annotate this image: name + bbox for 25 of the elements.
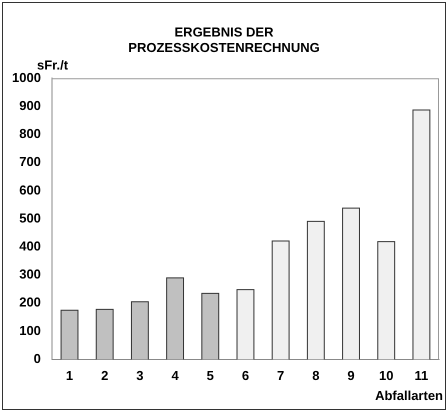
y-axis-title: sFr./t <box>37 57 69 72</box>
y-tick-label: 400 <box>19 238 41 254</box>
y-tick-label: 0 <box>34 350 41 366</box>
x-tick-label: 4 <box>171 368 180 383</box>
x-tick-label: 2 <box>101 368 108 383</box>
x-tick-label: 3 <box>136 368 144 383</box>
x-tick-label: 9 <box>347 368 355 383</box>
y-tick-label: 800 <box>19 126 41 142</box>
x-tick-label: 8 <box>312 368 320 383</box>
x-tick-label: 5 <box>206 368 214 383</box>
x-tick-label: 1 <box>66 368 74 383</box>
y-tick-label: 1000 <box>12 70 41 85</box>
x-tick-label: 6 <box>242 368 250 383</box>
x-axis-title: Abfallarten <box>375 388 444 404</box>
y-tick-label: 500 <box>19 210 41 226</box>
y-tick-label: 900 <box>19 98 41 113</box>
x-tick-label: 10 <box>378 368 394 383</box>
y-tick-label: 200 <box>19 294 41 310</box>
y-tick-label: 600 <box>19 182 41 198</box>
x-tick-label: 11 <box>414 368 428 383</box>
y-tick-label: 300 <box>19 266 41 282</box>
chart-title: ERGEBNIS DER PROZESSKOSTENRECHNUNG <box>128 24 320 55</box>
y-tick-label: 100 <box>19 322 41 338</box>
x-tick-label: 7 <box>277 368 284 383</box>
y-tick-label: 700 <box>19 154 41 170</box>
